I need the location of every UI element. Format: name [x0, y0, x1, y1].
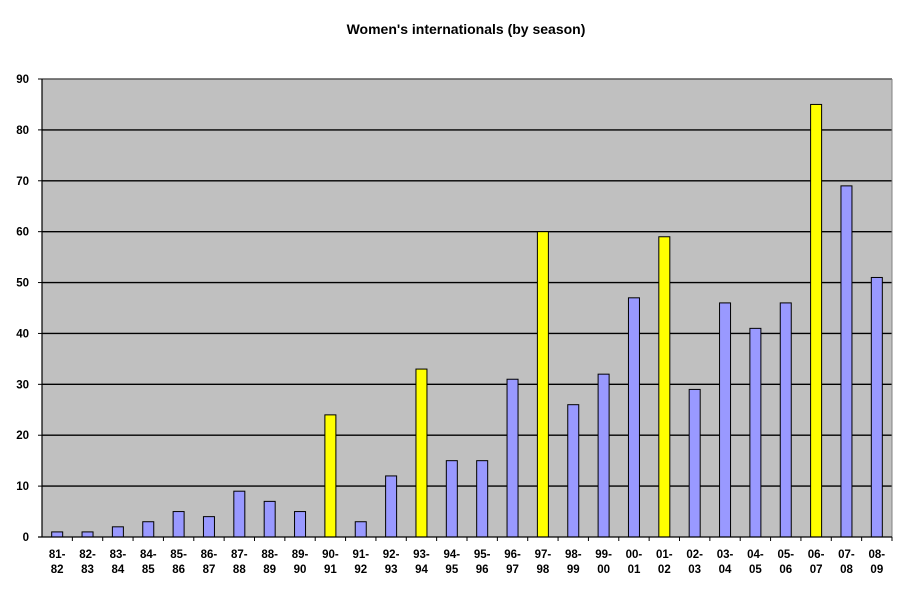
bar	[506, 378, 519, 538]
x-tick-label: 93-	[413, 549, 430, 561]
x-tick-label: 86	[172, 564, 185, 576]
bar	[719, 302, 732, 538]
bar	[81, 531, 94, 538]
x-tick-label: 94	[415, 564, 428, 576]
bar	[415, 368, 428, 538]
x-tick-label: 88-	[261, 549, 278, 561]
x-tick-label: 99	[567, 564, 580, 576]
x-tick-label: 08-	[869, 549, 886, 561]
x-tick-label: 95	[445, 564, 458, 576]
bar	[810, 103, 823, 538]
bar	[597, 373, 610, 538]
x-tick-label: 83-	[110, 549, 127, 561]
bar	[536, 231, 549, 538]
y-tick-label: 60	[16, 227, 29, 239]
y-tick-label: 40	[16, 328, 29, 340]
plot-area	[42, 79, 892, 537]
x-tick-label: 02-	[686, 549, 703, 561]
bar	[658, 236, 671, 538]
x-tick-label: 87	[203, 564, 216, 576]
bar	[627, 297, 640, 538]
x-tick-label: 01	[628, 564, 641, 576]
bar	[111, 526, 124, 538]
bar	[749, 327, 762, 538]
x-tick-label: 82-	[79, 549, 96, 561]
x-tick-label: 04	[719, 564, 732, 576]
x-tick-label: 97	[506, 564, 519, 576]
x-tick-label: 90	[294, 564, 307, 576]
x-tick-label: 07	[810, 564, 823, 576]
bar	[354, 521, 367, 538]
bar	[688, 388, 701, 538]
y-tick-label: 10	[16, 481, 29, 493]
bar	[202, 516, 215, 538]
x-tick-label: 92	[354, 564, 367, 576]
x-tick-label: 06-	[808, 549, 825, 561]
bar	[263, 500, 276, 538]
bar	[324, 414, 337, 538]
y-tick-label: 30	[16, 379, 29, 391]
bar	[294, 511, 307, 538]
x-tick-label: 05-	[777, 549, 794, 561]
x-tick-label: 00-	[626, 549, 643, 561]
x-tick-label: 06	[779, 564, 792, 576]
bar	[385, 475, 398, 538]
y-tick-label: 20	[16, 430, 29, 442]
x-tick-label: 90-	[322, 549, 339, 561]
bar	[233, 490, 246, 538]
bar	[779, 302, 792, 538]
y-tick-label: 0	[23, 532, 29, 544]
x-tick-label: 82	[51, 564, 64, 576]
x-tick-label: 92-	[383, 549, 400, 561]
bar	[870, 276, 883, 538]
bar	[840, 185, 853, 538]
x-tick-label: 99-	[595, 549, 612, 561]
x-tick-label: 85-	[170, 549, 187, 561]
bar	[476, 460, 489, 538]
x-tick-label: 91	[324, 564, 337, 576]
x-tick-label: 84-	[140, 549, 157, 561]
x-tick-label: 01-	[656, 549, 673, 561]
x-tick-label: 86-	[201, 549, 218, 561]
x-tick-label: 03	[688, 564, 701, 576]
x-tick-label: 81-	[49, 549, 66, 561]
y-tick-label: 90	[16, 74, 29, 86]
x-tick-label: 98-	[565, 549, 582, 561]
x-tick-label: 85	[142, 564, 155, 576]
y-tick-label: 70	[16, 176, 29, 188]
x-tick-label: 03-	[717, 549, 734, 561]
x-tick-label: 02	[658, 564, 671, 576]
x-tick-label: 97-	[535, 549, 552, 561]
bar	[445, 460, 458, 538]
y-tick-label: 50	[16, 278, 29, 290]
x-tick-label: 96-	[504, 549, 521, 561]
x-tick-label: 04-	[747, 549, 764, 561]
x-tick-label: 88	[233, 564, 246, 576]
bar	[172, 511, 185, 538]
x-tick-label: 87-	[231, 549, 248, 561]
x-tick-label: 89	[263, 564, 276, 576]
x-tick-label: 05	[749, 564, 762, 576]
x-tick-label: 96	[476, 564, 489, 576]
x-tick-label: 00	[597, 564, 610, 576]
x-tick-label: 09	[870, 564, 883, 576]
x-tick-label: 93	[385, 564, 398, 576]
x-tick-label: 84	[111, 564, 124, 576]
y-tick-label: 80	[16, 125, 29, 137]
x-tick-label: 08	[840, 564, 853, 576]
x-tick-label: 98	[536, 564, 549, 576]
x-tick-label: 89-	[292, 549, 309, 561]
x-tick-label: 07-	[838, 549, 855, 561]
x-tick-label: 94-	[444, 549, 461, 561]
bar	[142, 521, 155, 538]
x-tick-label: 83	[81, 564, 94, 576]
chart-title: Women's internationals (by season)	[347, 21, 586, 37]
x-tick-label: 95-	[474, 549, 491, 561]
bar	[51, 531, 64, 538]
x-tick-label: 91-	[352, 549, 369, 561]
bar	[567, 404, 580, 538]
